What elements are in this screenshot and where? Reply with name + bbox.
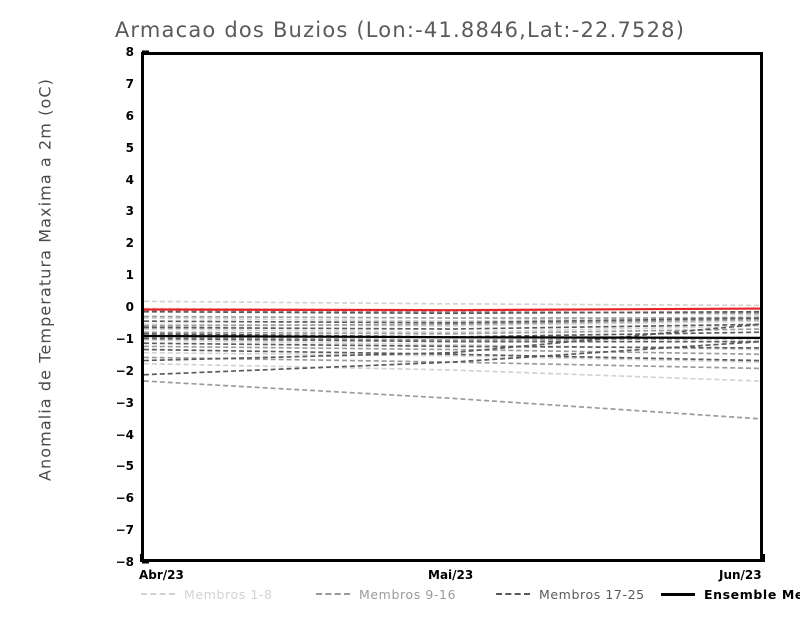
y-tick-label: −6 xyxy=(115,491,134,506)
legend-swatch xyxy=(496,593,530,595)
legend-swatch xyxy=(316,593,350,595)
series-line xyxy=(144,351,760,363)
series-line xyxy=(144,315,760,319)
series-line xyxy=(144,317,760,324)
y-tick-label: 2 xyxy=(125,236,134,251)
plot-area xyxy=(141,52,763,562)
series-line xyxy=(144,307,760,312)
series-line xyxy=(144,331,760,338)
y-tick-label: −5 xyxy=(115,459,134,474)
x-tick-label: Mai/23 xyxy=(428,568,474,582)
chart-legend: Membros 1-8 Membros 9-16 Membros 17-25 Ense… xyxy=(141,584,800,604)
y-tick-label: −8 xyxy=(115,555,134,569)
y-tick-label: 7 xyxy=(125,76,134,91)
y-tick-mark xyxy=(142,560,149,564)
legend-item[interactable]: Membros 17-25 xyxy=(496,587,645,602)
series-line xyxy=(144,323,760,362)
series-line xyxy=(144,310,760,315)
y-tick-label: 6 xyxy=(125,108,134,123)
y-tick-label: −1 xyxy=(115,331,134,346)
y-tick-label: 1 xyxy=(125,268,134,283)
legend-swatch xyxy=(141,593,175,595)
y-tick-label: 0 xyxy=(125,300,134,314)
chart-title: Armacao dos Buzios (Lon:-41.8846,Lat:-22… xyxy=(114,18,686,42)
y-tick-label: 3 xyxy=(125,204,134,219)
y-tick-label: 8 xyxy=(125,45,134,59)
series-line xyxy=(144,340,760,376)
legend-label: Membros 9-16 xyxy=(359,586,457,602)
series-canvas xyxy=(144,300,760,420)
legend-item[interactable]: Membros 9-16 xyxy=(316,587,456,602)
y-tick-label: −3 xyxy=(115,395,134,410)
series-line xyxy=(144,323,760,330)
series-line xyxy=(144,334,760,339)
legend-label: Membros 17-25 xyxy=(539,586,645,602)
series-line xyxy=(144,336,760,341)
x-tick-label: Jun/23 xyxy=(719,568,762,582)
y-tick-label: −4 xyxy=(115,427,134,442)
series-line xyxy=(144,300,760,307)
series-line xyxy=(144,337,760,343)
x-tick-mark xyxy=(762,554,765,562)
series-line xyxy=(144,362,760,382)
series-line xyxy=(144,348,760,362)
x-tick-label: Abr/23 xyxy=(139,568,184,582)
legend-swatch xyxy=(661,592,695,596)
y-tick-label: 4 xyxy=(125,172,134,187)
series-line xyxy=(144,325,760,334)
series-line xyxy=(144,380,760,420)
y-tick-label: 5 xyxy=(125,140,134,155)
series-line xyxy=(144,328,760,335)
legend-label: Ensemble Mean xyxy=(704,586,800,602)
y-tick-label: −7 xyxy=(115,523,134,538)
series-line xyxy=(144,345,760,356)
legend-item[interactable]: Membros 1-8 xyxy=(141,587,273,602)
legend-label: Membros 1-8 xyxy=(184,586,273,602)
y-axis-label: Anomalia de Temperatura Maxima a 2m (oC) xyxy=(35,77,55,482)
series-line xyxy=(144,318,760,327)
y-tick-label: −2 xyxy=(115,363,134,378)
legend-item[interactable]: Ensemble Mean xyxy=(661,587,800,602)
